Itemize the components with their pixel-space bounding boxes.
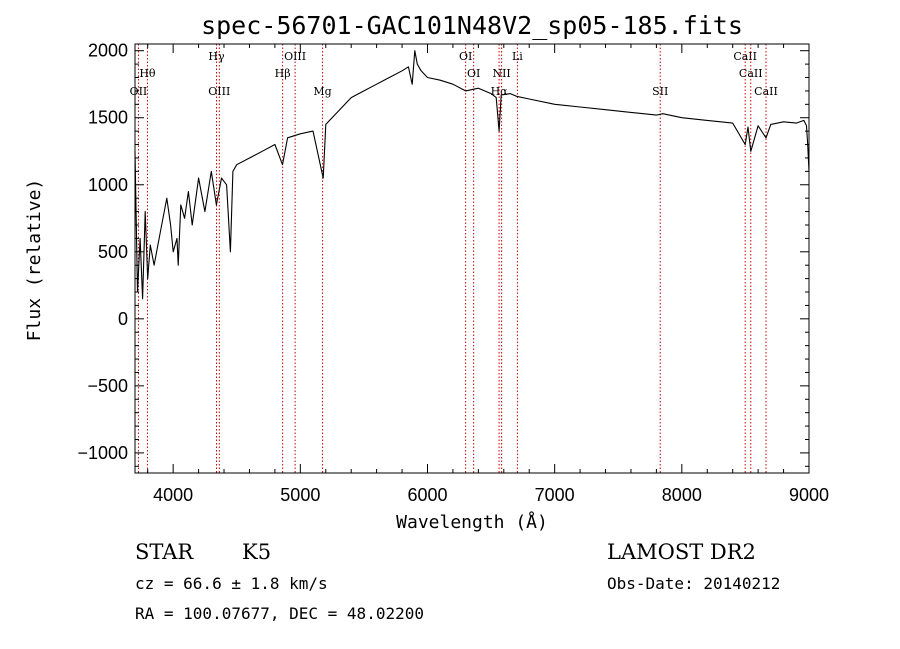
coordinates: RA = 100.07677, DEC = 48.02200	[135, 604, 424, 623]
x-tick-label: 5000	[280, 485, 320, 505]
x-tick-label: 9000	[789, 485, 829, 505]
y-axis: −1000 −500 0 500 1000 1500 2000	[77, 41, 809, 467]
y-tick-label: 500	[98, 242, 128, 262]
plot-frame	[134, 43, 810, 474]
line-label: OII	[130, 85, 148, 98]
line-label: Hα	[491, 85, 509, 98]
redshift-readout: cz = 66.6 ± 1.8 km/s	[135, 574, 328, 593]
line-label: OIII	[208, 85, 230, 98]
line-label: Li	[512, 50, 523, 63]
y-tick-label: −1000	[77, 443, 128, 463]
info-panel: STAR K5 LAMOST DR2 cz = 66.6 ± 1.8 km/s …	[135, 540, 780, 623]
x-tick-label: 8000	[662, 485, 702, 505]
x-axis-title: Wavelength (Å)	[396, 511, 548, 533]
spectrum-series	[134, 50, 810, 300]
y-tick-label: 1000	[88, 175, 128, 195]
line-label: OIII	[284, 50, 306, 63]
line-label: CaII	[754, 85, 778, 98]
line-label: OI	[459, 50, 472, 63]
line-label: Hβ	[275, 67, 291, 80]
line-label: Mg	[313, 85, 331, 98]
y-tick-label: 2000	[88, 41, 128, 61]
x-axis: 4000 5000 6000 7000 8000 9000	[147, 44, 829, 505]
x-tick-label: 6000	[407, 485, 447, 505]
line-label: Hγ	[208, 50, 225, 63]
y-axis-title: Flux (relative)	[24, 179, 45, 342]
line-label: CaII	[733, 50, 757, 63]
y-tick-label: 0	[118, 309, 128, 329]
obs-date: Obs-Date: 20140212	[607, 574, 780, 593]
spectrum-line	[134, 50, 810, 300]
x-tick-label: 4000	[153, 485, 193, 505]
object-subclass: K5	[242, 540, 271, 564]
y-tick-label: 1500	[88, 108, 128, 128]
line-label: SII	[652, 85, 668, 98]
survey-label: LAMOST DR2	[607, 540, 756, 564]
line-label: CaII	[739, 67, 763, 80]
x-tick-label: 7000	[535, 485, 575, 505]
line-label: NII	[492, 67, 510, 80]
object-class: STAR	[135, 540, 194, 564]
line-label: Hθ	[139, 67, 156, 80]
chart-title: spec-56701-GAC101N48V2_sp05-185.fits	[201, 11, 743, 40]
y-tick-label: −500	[87, 376, 128, 396]
line-label: OI	[467, 67, 480, 80]
